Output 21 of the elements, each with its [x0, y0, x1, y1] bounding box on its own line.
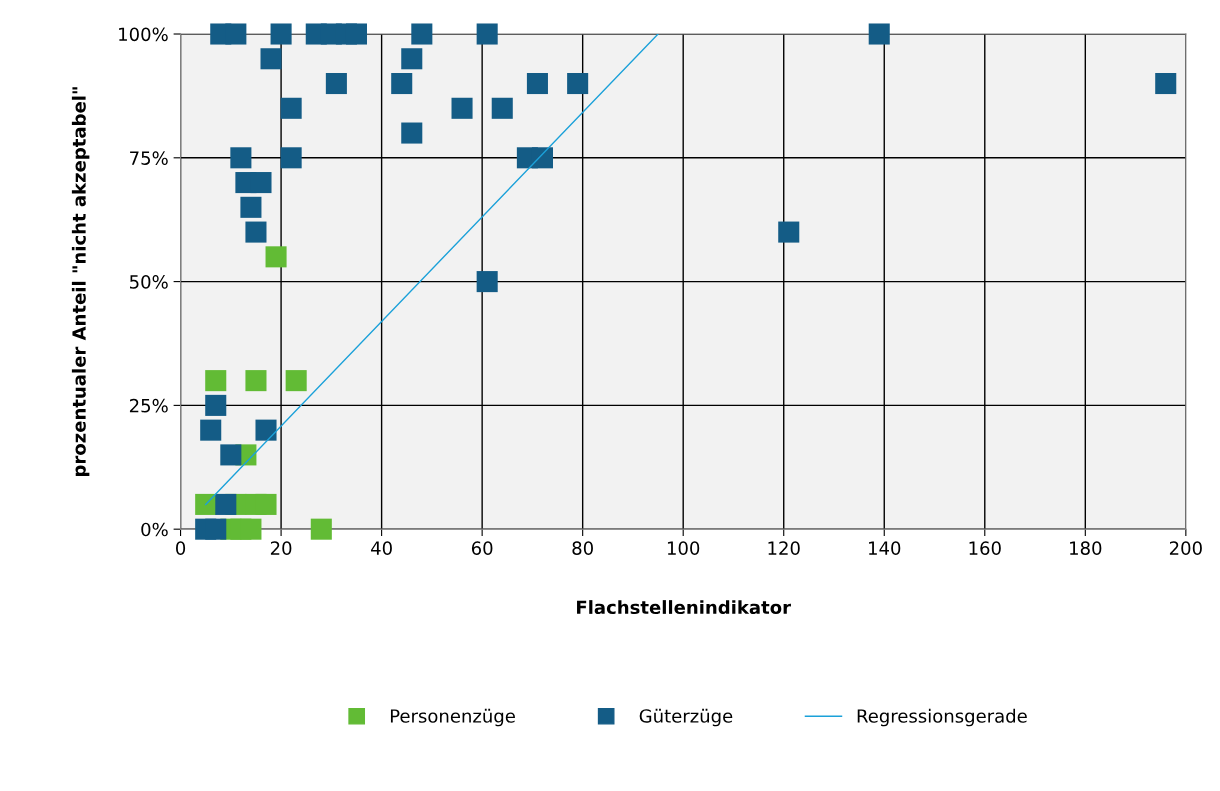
- x-tick-label: 20: [270, 541, 292, 555]
- legend-label: Güterzüge: [639, 708, 733, 727]
- y-axis-title: prozentualer Anteil "nicht akzeptabel": [71, 87, 90, 477]
- x-tick-label: 40: [371, 541, 392, 555]
- x-tick-label: 100: [667, 541, 700, 555]
- y-tick-label: 50%: [130, 275, 168, 289]
- x-axis-title: Flachstellenindikator: [577, 600, 791, 615]
- x-tick-label: 60: [471, 541, 493, 555]
- y-tick-label: 25%: [129, 398, 168, 413]
- y-tick-label: 0%: [141, 522, 168, 537]
- legend-label: Personenzüge: [390, 708, 515, 727]
- y-tick-label: 75%: [130, 151, 168, 165]
- x-tick-label: 0: [176, 541, 186, 555]
- x-tick-label: 160: [969, 541, 1001, 555]
- x-tick-label: 80: [572, 541, 593, 555]
- x-tick-label: 180: [1070, 541, 1102, 555]
- x-tick-label: 120: [768, 541, 800, 555]
- x-tick-label: 140: [869, 541, 901, 555]
- x-tick-label: 200: [1169, 541, 1202, 555]
- legend-label: Regressionsgerade: [857, 708, 1027, 727]
- y-tick-label: 100%: [119, 27, 168, 42]
